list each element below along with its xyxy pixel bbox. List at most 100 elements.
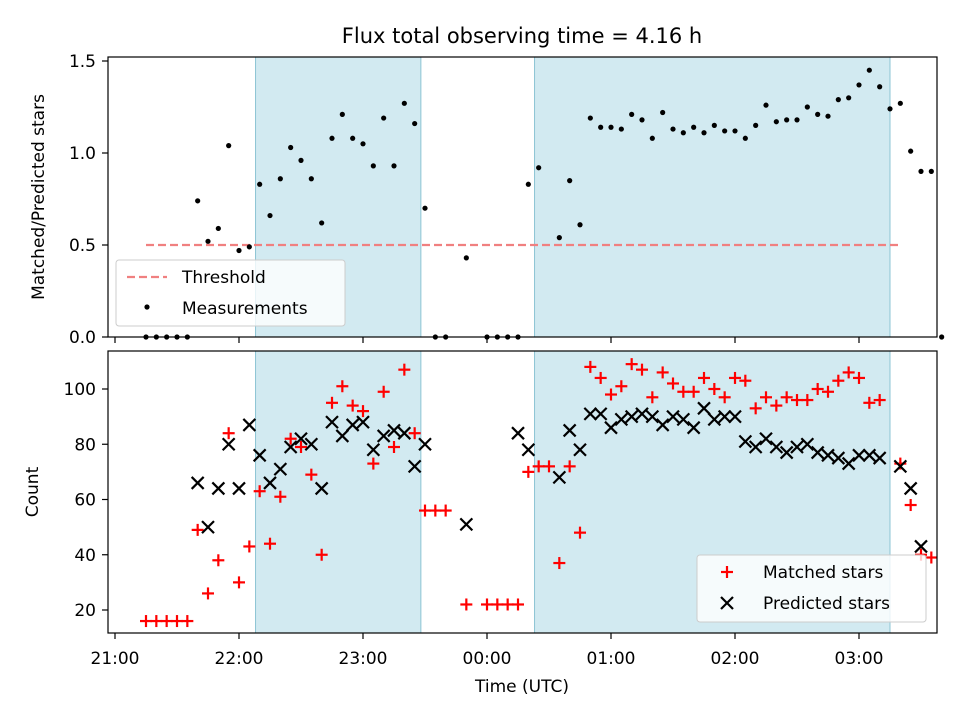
measurement-point-71 — [908, 148, 914, 154]
matched-point-55 — [729, 371, 741, 384]
measurement-point-21 — [360, 141, 366, 147]
measurement-point-52 — [711, 122, 717, 128]
matched-point-8 — [222, 427, 235, 440]
panel-counts: 20 40 60 80 100 21:00 22:00 23:00 00:00 01:00 02:… — [23, 350, 938, 697]
matched-point-2 — [160, 615, 173, 628]
matched-point-15 — [295, 441, 307, 454]
measurement-point-61 — [804, 104, 810, 110]
predicted-point-29 — [583, 407, 598, 421]
measurement-point-26 — [412, 120, 418, 127]
matched-point-19 — [336, 380, 349, 393]
measurement-point-53 — [722, 128, 728, 134]
measurement-point-57 — [763, 102, 769, 108]
predicted-point-20 — [397, 426, 412, 440]
predicted-point-43 — [728, 409, 742, 424]
x-tick-label-4: 01:00 — [587, 649, 636, 669]
matched-point-57 — [749, 402, 762, 415]
predicted-point-32 — [614, 412, 629, 427]
matched-point-47 — [646, 391, 659, 404]
legend-matched-label: Matched stars — [763, 563, 883, 583]
matched-point-62 — [801, 394, 814, 407]
measurement-point-24 — [391, 163, 397, 169]
predicted-point-23 — [459, 517, 474, 532]
predicted-point-18 — [376, 429, 391, 443]
measurement-point-41 — [598, 124, 604, 130]
predicted-point-36 — [655, 418, 670, 432]
predicted-point-52 — [821, 448, 835, 463]
predicted-point-10 — [294, 431, 308, 446]
matched-point-41 — [584, 360, 597, 373]
measurement-point-7 — [215, 225, 221, 232]
predicted-point-41 — [707, 412, 722, 427]
measurement-point-59 — [784, 117, 790, 123]
matched-point-69 — [873, 394, 886, 407]
matched-point-50 — [677, 385, 690, 398]
measurement-point-37 — [556, 235, 562, 241]
matched-point-68 — [863, 396, 876, 409]
matched-point-37 — [543, 460, 555, 473]
predicted-point-30 — [593, 407, 608, 421]
measurement-point-48 — [670, 126, 676, 132]
matched-point-29 — [439, 504, 452, 517]
matched-point-7 — [212, 554, 225, 567]
predicted-point-35 — [645, 409, 660, 424]
shade-top-2 — [534, 56, 891, 338]
predicted-point-38 — [676, 412, 691, 427]
measurement-point-65 — [846, 95, 852, 101]
y-axis-label-top: Matched/Predicted stars — [29, 94, 49, 300]
matched-point-28 — [429, 504, 442, 517]
measurement-point-23 — [381, 115, 387, 121]
measurement-point-43 — [618, 126, 624, 132]
matched-point-16 — [305, 468, 318, 481]
count-points — [140, 358, 938, 628]
matched-point-63 — [811, 383, 824, 395]
matched-point-32 — [491, 598, 504, 611]
matched-point-66 — [842, 366, 855, 379]
matched-point-22 — [367, 457, 380, 470]
y-tick-label-bottom-1: 40 — [74, 546, 96, 566]
matched-point-73 — [925, 551, 938, 564]
predicted-point-33 — [624, 409, 639, 424]
measurement-point-38 — [567, 178, 573, 184]
predicted-point-0 — [190, 476, 205, 490]
matched-point-0 — [140, 615, 152, 628]
matched-point-21 — [357, 405, 369, 418]
measurement-point-58 — [773, 119, 779, 125]
matched-point-20 — [346, 399, 359, 412]
predicted-point-9 — [283, 440, 298, 454]
predicted-point-45 — [748, 440, 763, 454]
legend-threshold-label: Threshold — [181, 268, 266, 288]
x-axis-ticks-bottom: 21:00 22:00 23:00 00:00 01:00 02:00 03:00 — [91, 633, 884, 669]
predicted-point-53 — [831, 451, 846, 465]
measurement-point-16 — [308, 176, 314, 182]
predicted-point-56 — [862, 448, 877, 463]
measurement-point-60 — [794, 117, 800, 123]
matched-point-5 — [191, 523, 204, 536]
matched-point-61 — [791, 394, 803, 407]
matched-point-4 — [181, 615, 194, 628]
predicted-point-12 — [314, 481, 329, 496]
y-tick-label-bottom-0: 20 — [74, 601, 96, 621]
measurement-point-50 — [691, 124, 697, 130]
panel-ratio: 0.0 0.5 1.0 1.5 Matched/Predicted stars Thr… — [29, 52, 945, 348]
measurement-point-20 — [350, 135, 356, 141]
measurement-point-13 — [277, 176, 283, 182]
measurement-point-47 — [660, 109, 666, 116]
matched-point-27 — [419, 504, 431, 517]
measurement-point-19 — [339, 111, 345, 117]
measurement-point-74 — [939, 334, 945, 340]
matched-point-9 — [233, 576, 245, 589]
y-tick-label-bottom-4: 100 — [64, 380, 96, 400]
measurement-point-5 — [195, 198, 201, 204]
predicted-point-37 — [666, 409, 680, 424]
predicted-point-1 — [201, 520, 215, 534]
legend-box-top — [115, 259, 346, 327]
measurement-point-66 — [856, 82, 862, 88]
x-axis-label: Time (UTC) — [474, 677, 569, 697]
measurement-point-69 — [887, 106, 893, 112]
measurement-point-56 — [753, 122, 759, 128]
axes-frame-bottom — [107, 350, 938, 634]
predicted-point-44 — [738, 434, 753, 449]
predicted-point-15 — [345, 418, 360, 432]
